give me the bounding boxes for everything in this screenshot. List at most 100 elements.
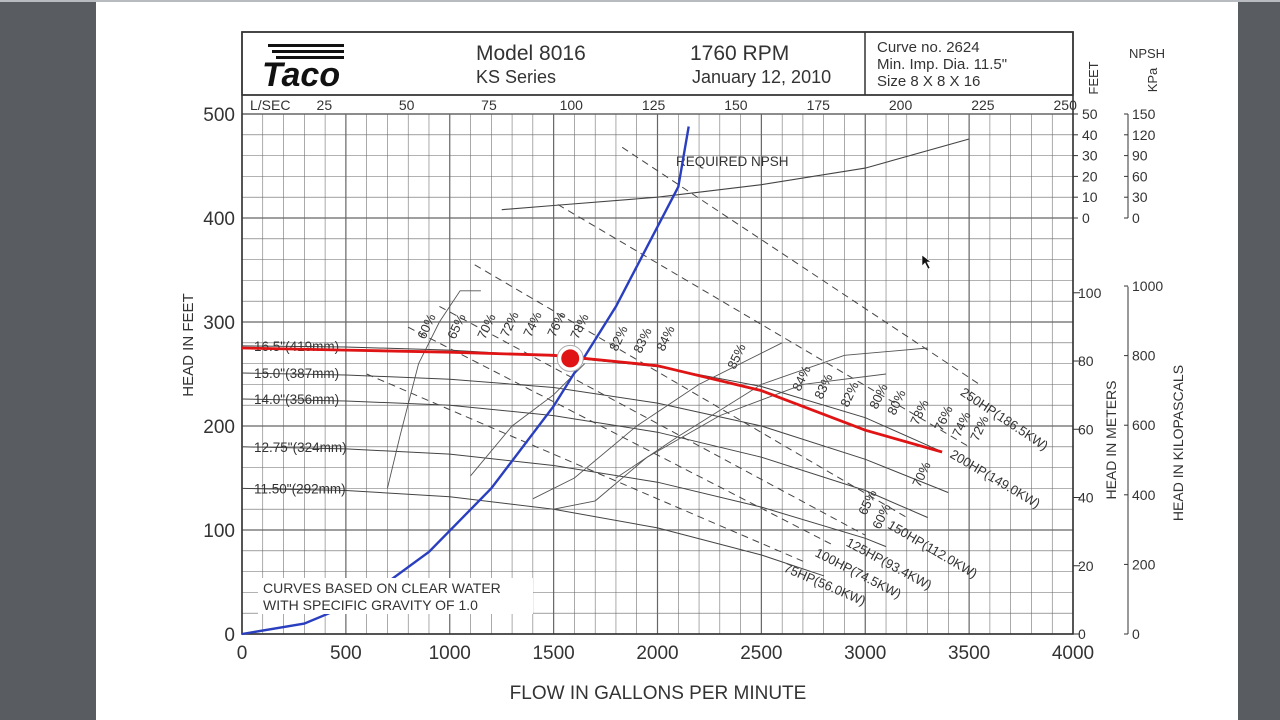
y-tick-label: 200 <box>203 417 235 438</box>
system-curve <box>241 126 690 636</box>
lsec-tick-label: 125 <box>642 97 666 113</box>
mouse-cursor-icon <box>921 254 932 270</box>
kpa-tick-label: 1000 <box>1132 278 1163 294</box>
right-axes: 1008060402001000800600400200050403020100… <box>1072 106 1163 642</box>
efficiency-labels: 60% 65% 70%72%74% 76%78%80%82% 83%84%85%84%8… <box>386 290 992 531</box>
chart-grid <box>241 31 1074 635</box>
y-tick-label: 400 <box>203 209 235 230</box>
efficiency-label: 82% <box>606 323 631 353</box>
efficiency-label: 78% <box>567 311 592 341</box>
hp-line-label: 200HP(149.0KW) <box>948 446 1043 511</box>
x-tick-labels: 0 500 1000 1500 2000 2500 3000 3500 4000 <box>237 643 1094 664</box>
x-tick-label: 1000 <box>429 643 471 664</box>
note-line-2: WITH SPECIFIC GRAVITY OF 1.0 <box>263 597 478 613</box>
efficiency-label: 83% <box>811 371 836 401</box>
impeller-label: 15.0"(387mm) <box>254 366 339 381</box>
kpa-tick-label: 200 <box>1132 556 1156 572</box>
size-text: Size 8 X 8 X 16 <box>877 73 980 90</box>
series-text: KS Series <box>476 67 556 87</box>
meters-axis-label: HEAD IN METERS <box>1103 380 1119 499</box>
meters-tick-label: 80 <box>1078 353 1094 369</box>
operating-point <box>561 349 580 368</box>
hp-line <box>621 146 980 385</box>
lsec-tick-label: 175 <box>807 97 831 113</box>
npsh-feet-tick-label: 50 <box>1082 106 1098 122</box>
efficiency-label: 72% <box>497 309 522 339</box>
lsec-ticks: 25 50 75 100 125 150 175 200 225 250 <box>317 97 1078 113</box>
impeller-curve <box>241 446 887 548</box>
efficiency-curve <box>553 373 887 510</box>
npsh-feet-tick-label: 40 <box>1082 127 1098 143</box>
impeller-curve <box>241 398 928 518</box>
top-edge <box>0 0 1280 2</box>
efficiency-curve <box>615 347 928 479</box>
npsh-group: REQUIRED NPSH <box>501 138 970 211</box>
min-imp-text: Min. Imp. Dia. 11.5" <box>877 56 1007 73</box>
efficiency-label: 76% <box>544 309 569 339</box>
series-group <box>241 126 943 636</box>
x-tick-label: 2000 <box>636 643 678 664</box>
curve-no-text: Curve no. 2624 <box>877 39 980 56</box>
efficiency-label: 70% <box>909 459 934 489</box>
date-text: January 12, 2010 <box>692 67 831 87</box>
meters-tick-label: 0 <box>1078 626 1086 642</box>
impeller-label: 14.0"(356mm) <box>254 392 339 407</box>
efficiency-label: 84% <box>653 323 678 353</box>
npsh-label: NPSH <box>1129 46 1165 61</box>
logo-text: Taco <box>262 56 340 94</box>
hp-line <box>439 305 866 536</box>
lsec-tick-label: 75 <box>481 97 497 113</box>
impeller-label: 16.5"(419mm) <box>254 339 339 354</box>
note-line-1: CURVES BASED ON CLEAR WATER <box>263 580 501 596</box>
npsh-kpa-tick-label: 30 <box>1132 189 1148 205</box>
y-tick-label: 500 <box>203 105 235 126</box>
model-text: Model 8016 <box>476 42 586 65</box>
x-tick-label: 0 <box>237 643 248 664</box>
npsh-curve <box>501 138 970 211</box>
npsh-feet-tick-label: 20 <box>1082 168 1098 184</box>
hp-line <box>557 204 970 448</box>
impeller-label: 12.75"(324mm) <box>254 440 347 455</box>
y-tick-label: 0 <box>224 625 235 646</box>
npsh-kpa-tick-label: 120 <box>1132 127 1156 143</box>
efficiency-label: 74% <box>520 309 545 339</box>
npsh-feet-tick-label: 30 <box>1082 148 1098 164</box>
efficiency-label: 60% <box>414 311 439 341</box>
meters-tick-label: 20 <box>1078 558 1094 574</box>
npsh-kpa-label: KPa <box>1145 67 1160 92</box>
note-background <box>258 578 533 614</box>
kpa-tick-label: 0 <box>1132 626 1140 642</box>
npsh-curve-label: REQUIRED NPSH <box>676 154 789 169</box>
rpm-text: 1760 RPM <box>690 42 789 65</box>
lsec-tick-label: 200 <box>889 97 913 113</box>
efficiency-label: 85% <box>724 341 749 371</box>
npsh-kpa-tick-label: 60 <box>1132 168 1148 184</box>
impeller-label: 11.50"(292mm) <box>254 481 346 496</box>
kpa-tick-label: 400 <box>1132 487 1156 503</box>
lsec-tick-label: 100 <box>560 97 584 113</box>
efficiency-curve <box>532 342 783 500</box>
x-tick-label: 4000 <box>1052 643 1094 664</box>
lsec-label: L/SEC <box>250 97 290 113</box>
x-axis-label: FLOW IN GALLONS PER MINUTE <box>510 683 807 704</box>
y-tick-label: 100 <box>203 521 235 542</box>
x-tick-label: 3500 <box>948 643 990 664</box>
npsh-kpa-tick-label: 90 <box>1132 148 1148 164</box>
y-axis-label: HEAD IN FEET <box>180 293 197 396</box>
meters-tick-label: 40 <box>1078 490 1094 506</box>
efficiency-label: 83% <box>630 325 655 355</box>
npsh-feet-tick-label: 10 <box>1082 189 1098 205</box>
efficiency-curve <box>470 363 586 477</box>
npsh-feet-label: FEET <box>1086 61 1101 94</box>
efficiency-label: 78% <box>907 397 932 427</box>
x-tick-label: 1500 <box>532 643 574 664</box>
kpa-axis-label: HEAD IN KILOPASCALS <box>1170 365 1186 521</box>
kpa-tick-label: 600 <box>1132 417 1156 433</box>
kpa-tick-label: 800 <box>1132 348 1156 364</box>
npsh-kpa-tick-label: 150 <box>1132 106 1156 122</box>
lsec-tick-label: 225 <box>971 97 995 113</box>
taco-logo: Taco <box>262 44 344 94</box>
efficiency-label: 82% <box>837 379 862 409</box>
efficiency-label: 65% <box>444 311 469 341</box>
meters-tick-label: 100 <box>1078 285 1102 301</box>
